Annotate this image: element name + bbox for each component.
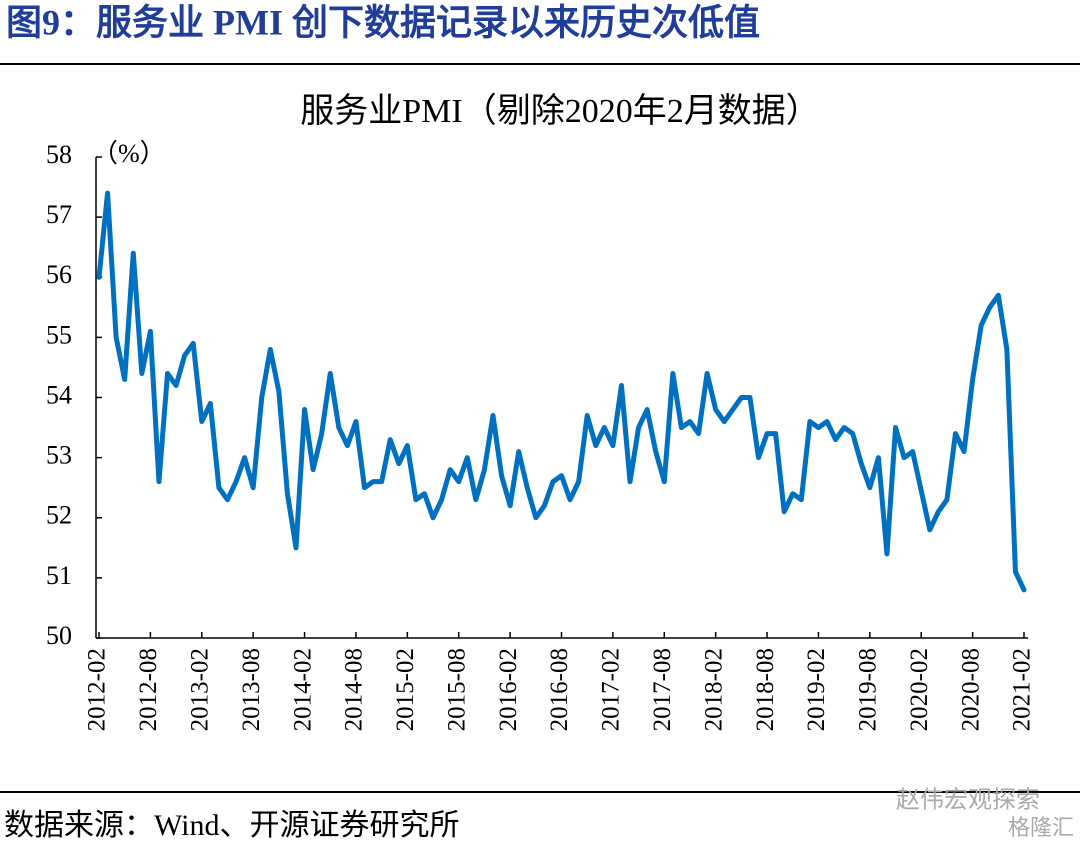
y-tick-label: 51 [46,561,72,590]
figure-title: 图9：服务业 PMI 创下数据记录以来历史次低值 [6,2,760,42]
x-tick-label: 2019-08 [855,648,882,731]
x-tick-label: 2018-08 [752,648,779,731]
y-tick-label: 52 [46,501,72,530]
x-tick-label: 2012-02 [84,648,111,731]
y-axis-unit: （%） [92,139,166,168]
x-tick-label: 2012-08 [135,648,162,731]
y-tick-label: 57 [46,200,72,229]
x-tick-label: 2021-02 [1009,648,1036,731]
y-tick-label: 53 [46,441,72,470]
source-note: 数据来源：Wind、开源证券研究所 [4,809,459,842]
x-tick-label: 2013-08 [238,648,265,731]
x-tick-label: 2016-02 [495,648,522,731]
x-tick-label: 2020-08 [957,648,984,731]
y-tick-label: 56 [46,260,72,289]
y-tick-label: 55 [46,320,72,349]
x-tick-label: 2015-08 [443,648,470,731]
x-tick-label: 2014-02 [289,648,316,731]
y-tick-label: 58 [46,140,72,169]
x-tick-label: 2017-02 [598,648,625,731]
x-tick-label: 2018-02 [700,648,727,731]
data-line [96,190,1027,593]
y-tick-label: 50 [46,621,72,650]
watermark: 赵伟宏观探索 [896,787,1040,814]
x-tick-label: 2014-08 [341,648,368,731]
watermark: 格隆汇 [1008,815,1074,840]
y-tick-label: 54 [46,380,72,409]
x-tick-label: 2020-02 [906,648,933,731]
x-tick-label: 2019-02 [803,648,830,731]
x-tick-label: 2016-08 [546,648,573,731]
x-tick-label: 2017-08 [649,648,676,731]
x-tick-label: 2013-02 [187,648,214,731]
x-tick-label: 2015-02 [392,648,419,731]
chart-title: 服务业PMI（剔除2020年2月数据） [300,92,819,130]
